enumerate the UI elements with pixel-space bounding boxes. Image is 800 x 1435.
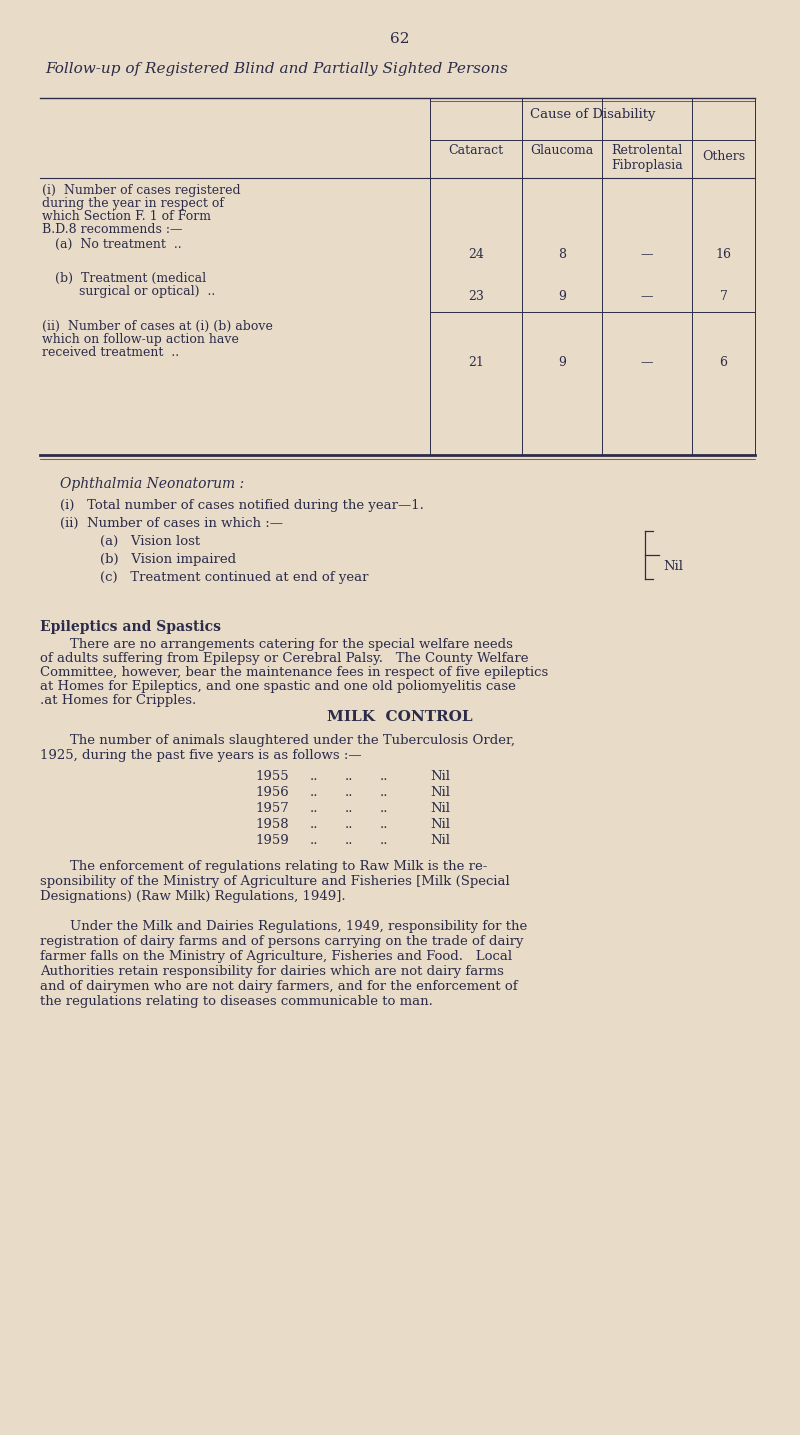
Text: ..: .. <box>310 818 318 831</box>
Text: the regulations relating to diseases communicable to man.: the regulations relating to diseases com… <box>40 994 433 1007</box>
Text: farmer falls on the Ministry of Agriculture, Fisheries and Food.   Local: farmer falls on the Ministry of Agricult… <box>40 950 512 963</box>
Text: (b)   Vision impaired: (b) Vision impaired <box>100 552 236 565</box>
Text: 24: 24 <box>468 248 484 261</box>
Text: ..: .. <box>310 771 318 784</box>
Text: Others: Others <box>702 151 745 164</box>
Text: surgical or optical)  ..: surgical or optical) .. <box>55 286 215 298</box>
Text: .at Homes for Cripples.: .at Homes for Cripples. <box>40 695 196 707</box>
Text: Epileptics and Spastics: Epileptics and Spastics <box>40 620 221 634</box>
Text: ..: .. <box>345 818 354 831</box>
Text: 1955: 1955 <box>255 771 289 784</box>
Text: (b)  Treatment (medical: (b) Treatment (medical <box>55 273 206 286</box>
Text: 1959: 1959 <box>255 834 289 847</box>
Text: ..: .. <box>345 834 354 847</box>
Text: Designations) (Raw Milk) Regulations, 1949].: Designations) (Raw Milk) Regulations, 19… <box>40 890 346 903</box>
Text: Glaucoma: Glaucoma <box>530 144 594 156</box>
Text: of adults suffering from Epilepsy or Cerebral Palsy.   The County Welfare: of adults suffering from Epilepsy or Cer… <box>40 651 529 664</box>
Text: ..: .. <box>380 818 389 831</box>
Text: which Section F. 1 of Form: which Section F. 1 of Form <box>42 210 211 222</box>
Text: (a)  No treatment  ..: (a) No treatment .. <box>55 238 182 251</box>
Text: MILK  CONTROL: MILK CONTROL <box>327 710 473 725</box>
Text: during the year in respect of: during the year in respect of <box>42 197 224 210</box>
Text: 21: 21 <box>468 356 484 369</box>
Text: B.D.8 recommends :—: B.D.8 recommends :— <box>42 222 182 235</box>
Text: (ii)  Number of cases in which :—: (ii) Number of cases in which :— <box>60 517 283 530</box>
Text: —: — <box>641 290 654 303</box>
Text: ..: .. <box>310 786 318 799</box>
Text: which on follow-up action have: which on follow-up action have <box>42 333 239 346</box>
Text: at Homes for Epileptics, and one spastic and one old poliomyelitis case: at Homes for Epileptics, and one spastic… <box>40 680 516 693</box>
Text: Cause of Disability: Cause of Disability <box>530 108 655 121</box>
Text: Under the Milk and Dairies Regulations, 1949, responsibility for the: Under the Milk and Dairies Regulations, … <box>70 920 527 933</box>
Text: Cataract: Cataract <box>449 144 503 156</box>
Text: (i)   Total number of cases notified during the year—1.: (i) Total number of cases notified durin… <box>60 499 424 512</box>
Text: Follow-up of Registered Blind and Partially Sighted Persons: Follow-up of Registered Blind and Partia… <box>45 62 508 76</box>
Text: 62: 62 <box>390 32 410 46</box>
Text: ..: .. <box>345 771 354 784</box>
Text: (a)   Vision lost: (a) Vision lost <box>100 535 200 548</box>
Text: ..: .. <box>345 786 354 799</box>
Text: received treatment  ..: received treatment .. <box>42 346 179 359</box>
Text: ..: .. <box>310 834 318 847</box>
Text: 23: 23 <box>468 290 484 303</box>
Text: Nil: Nil <box>430 818 450 831</box>
Text: 9: 9 <box>558 356 566 369</box>
Text: The number of animals slaughtered under the Tuberculosis Order,: The number of animals slaughtered under … <box>70 733 515 748</box>
Text: registration of dairy farms and of persons carrying on the trade of dairy: registration of dairy farms and of perso… <box>40 936 523 949</box>
Text: Committee, however, bear the maintenance fees in respect of five epileptics: Committee, however, bear the maintenance… <box>40 666 548 679</box>
Text: 9: 9 <box>558 290 566 303</box>
Text: 6: 6 <box>719 356 727 369</box>
Text: Nil: Nil <box>430 771 450 784</box>
Text: Ophthalmia Neonatorum :: Ophthalmia Neonatorum : <box>60 476 244 491</box>
Text: Nil: Nil <box>430 802 450 815</box>
Text: 8: 8 <box>558 248 566 261</box>
Text: (c)   Treatment continued at end of year: (c) Treatment continued at end of year <box>100 571 369 584</box>
Text: Authorities retain responsibility for dairies which are not dairy farms: Authorities retain responsibility for da… <box>40 964 504 979</box>
Text: ..: .. <box>380 834 389 847</box>
Text: —: — <box>641 356 654 369</box>
Text: (ii)  Number of cases at (i) (b) above: (ii) Number of cases at (i) (b) above <box>42 320 273 333</box>
Text: 1958: 1958 <box>255 818 289 831</box>
Text: 1925, during the past five years is as follows :—: 1925, during the past five years is as f… <box>40 749 362 762</box>
Text: and of dairymen who are not dairy farmers, and for the enforcement of: and of dairymen who are not dairy farmer… <box>40 980 518 993</box>
Text: ..: .. <box>380 786 389 799</box>
Text: ..: .. <box>380 771 389 784</box>
Text: (i)  Number of cases registered: (i) Number of cases registered <box>42 184 241 197</box>
Text: There are no arrangements catering for the special welfare needs: There are no arrangements catering for t… <box>70 639 513 651</box>
Text: The enforcement of regulations relating to Raw Milk is the re-: The enforcement of regulations relating … <box>70 860 487 872</box>
Text: Nil: Nil <box>430 834 450 847</box>
Text: ..: .. <box>380 802 389 815</box>
Text: ..: .. <box>310 802 318 815</box>
Text: Nil: Nil <box>430 786 450 799</box>
Text: Nil: Nil <box>663 560 683 573</box>
Text: 1957: 1957 <box>255 802 289 815</box>
Text: Retrolental
Fibroplasia: Retrolental Fibroplasia <box>611 144 683 172</box>
Text: ..: .. <box>345 802 354 815</box>
Text: 16: 16 <box>715 248 731 261</box>
Text: 1956: 1956 <box>255 786 289 799</box>
Text: —: — <box>641 248 654 261</box>
Text: sponsibility of the Ministry of Agriculture and Fisheries [Milk (Special: sponsibility of the Ministry of Agricult… <box>40 875 510 888</box>
Text: 7: 7 <box>719 290 727 303</box>
